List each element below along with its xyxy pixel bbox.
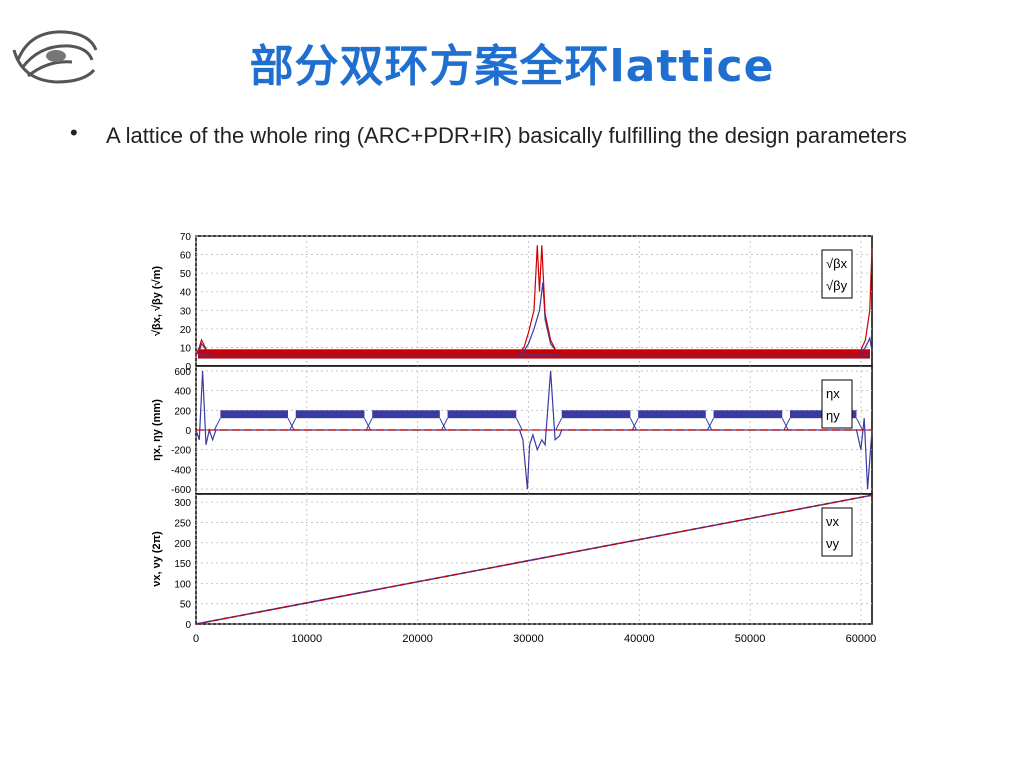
x-tick-label: 10000 — [292, 633, 323, 645]
legend-entry: √βx — [826, 256, 848, 271]
series-line-y — [195, 494, 873, 625]
arc-dispersion-band — [295, 410, 365, 419]
y-tick-label: 40 — [180, 288, 192, 299]
y-tick-label: 70 — [180, 232, 192, 243]
series-line-y — [195, 245, 873, 356]
bullet-marker: • — [70, 120, 78, 145]
beta-x-oscillation-band — [198, 353, 870, 357]
y-tick-label: 0 — [185, 620, 191, 631]
y-tick-label: 10 — [180, 343, 192, 354]
arc-ramp-line — [289, 417, 297, 431]
legend-entry: √βy — [826, 278, 848, 293]
arc-dispersion-band — [561, 410, 631, 419]
arc-ramp-line — [365, 417, 373, 431]
legend: νx νy — [821, 507, 853, 557]
arc-ramp-line — [781, 417, 789, 431]
y-tick-label: 50 — [180, 600, 192, 611]
arc-ramp-line — [515, 417, 523, 431]
arc-ramp-line — [783, 417, 791, 431]
legend-box — [821, 379, 853, 429]
y-tick-label: 300 — [174, 498, 191, 509]
x-tick-label: 0 — [193, 633, 199, 645]
x-tick-label: 50000 — [735, 633, 766, 645]
arc-dispersion-band — [372, 410, 440, 419]
y-axis-label: √βx, √βy (√m) — [151, 266, 163, 336]
y-axis-label: ηx, ηy (mm) — [151, 399, 163, 461]
y-tick-label: -400 — [171, 465, 191, 476]
legend: ηx ηy — [821, 379, 853, 429]
arc-ramp-line — [856, 417, 863, 431]
arc-ramp-line — [287, 417, 295, 431]
y-tick-label: 100 — [174, 579, 191, 590]
arc-ramp-line — [705, 417, 713, 431]
series-line-x — [195, 370, 873, 490]
arc-ramp-line — [439, 417, 447, 431]
y-tick-label: 20 — [180, 325, 192, 336]
institute-logo — [12, 30, 98, 84]
chart-panel-2: -600 -400 -200 0 200 400 600 ηx, ηy (mm) ηx ηy — [151, 365, 873, 496]
legend-box — [821, 507, 853, 557]
arc-ramp-line — [631, 417, 639, 431]
y-tick-label: 250 — [174, 518, 191, 529]
y-tick-label: 0 — [185, 426, 191, 437]
arc-dispersion-band — [638, 410, 706, 419]
y-tick-label: 200 — [174, 539, 191, 550]
legend-entry: ηx — [826, 386, 840, 401]
y-axis-label: νx, νy (2π) — [151, 531, 163, 587]
legend-entry: νy — [826, 536, 840, 551]
y-tick-label: -600 — [171, 485, 191, 496]
arc-ramp-line — [213, 417, 221, 431]
arc-dispersion-band — [220, 410, 288, 419]
y-tick-label: 60 — [180, 251, 192, 262]
chart-panel-3: 0 50 100 150 200 250 300 νx, νy (2π) νx νy — [151, 493, 873, 631]
y-tick-label: -200 — [171, 446, 191, 457]
arc-dispersion-band — [713, 410, 783, 419]
arc-ramp-line — [555, 417, 563, 431]
bullet-text: A lattice of the whole ring (ARC+PDR+IR)… — [106, 123, 907, 148]
x-tick-label: 20000 — [402, 633, 433, 645]
y-tick-label: 0 — [185, 362, 191, 373]
arc-ramp-line — [629, 417, 637, 431]
x-tick-label: 30000 — [513, 633, 544, 645]
arc-ramp-line — [707, 417, 714, 431]
legend-box — [821, 249, 853, 299]
legend: √βx √βy — [821, 249, 853, 299]
y-tick-label: 400 — [174, 387, 191, 398]
y-tick-label: 150 — [174, 559, 191, 570]
legend-entry: νx — [826, 514, 840, 529]
x-tick-label: 40000 — [624, 633, 655, 645]
x-tick-label: 60000 — [846, 633, 877, 645]
legend-entry: ηy — [826, 408, 840, 423]
arc-ramp-line — [441, 417, 449, 431]
y-tick-label: 600 — [174, 367, 191, 378]
slide-title: 部分双环方案全环lattice — [249, 41, 775, 92]
y-tick-label: 50 — [180, 269, 192, 280]
arc-dispersion-band — [447, 410, 517, 419]
arc-ramp-line — [364, 417, 371, 431]
chart-panel-1: 0 10 20 30 40 50 60 70 √βx, √βy (√m) √βx √βy — [151, 232, 873, 373]
y-tick-label: 30 — [180, 306, 192, 317]
y-tick-label: 200 — [174, 406, 191, 417]
